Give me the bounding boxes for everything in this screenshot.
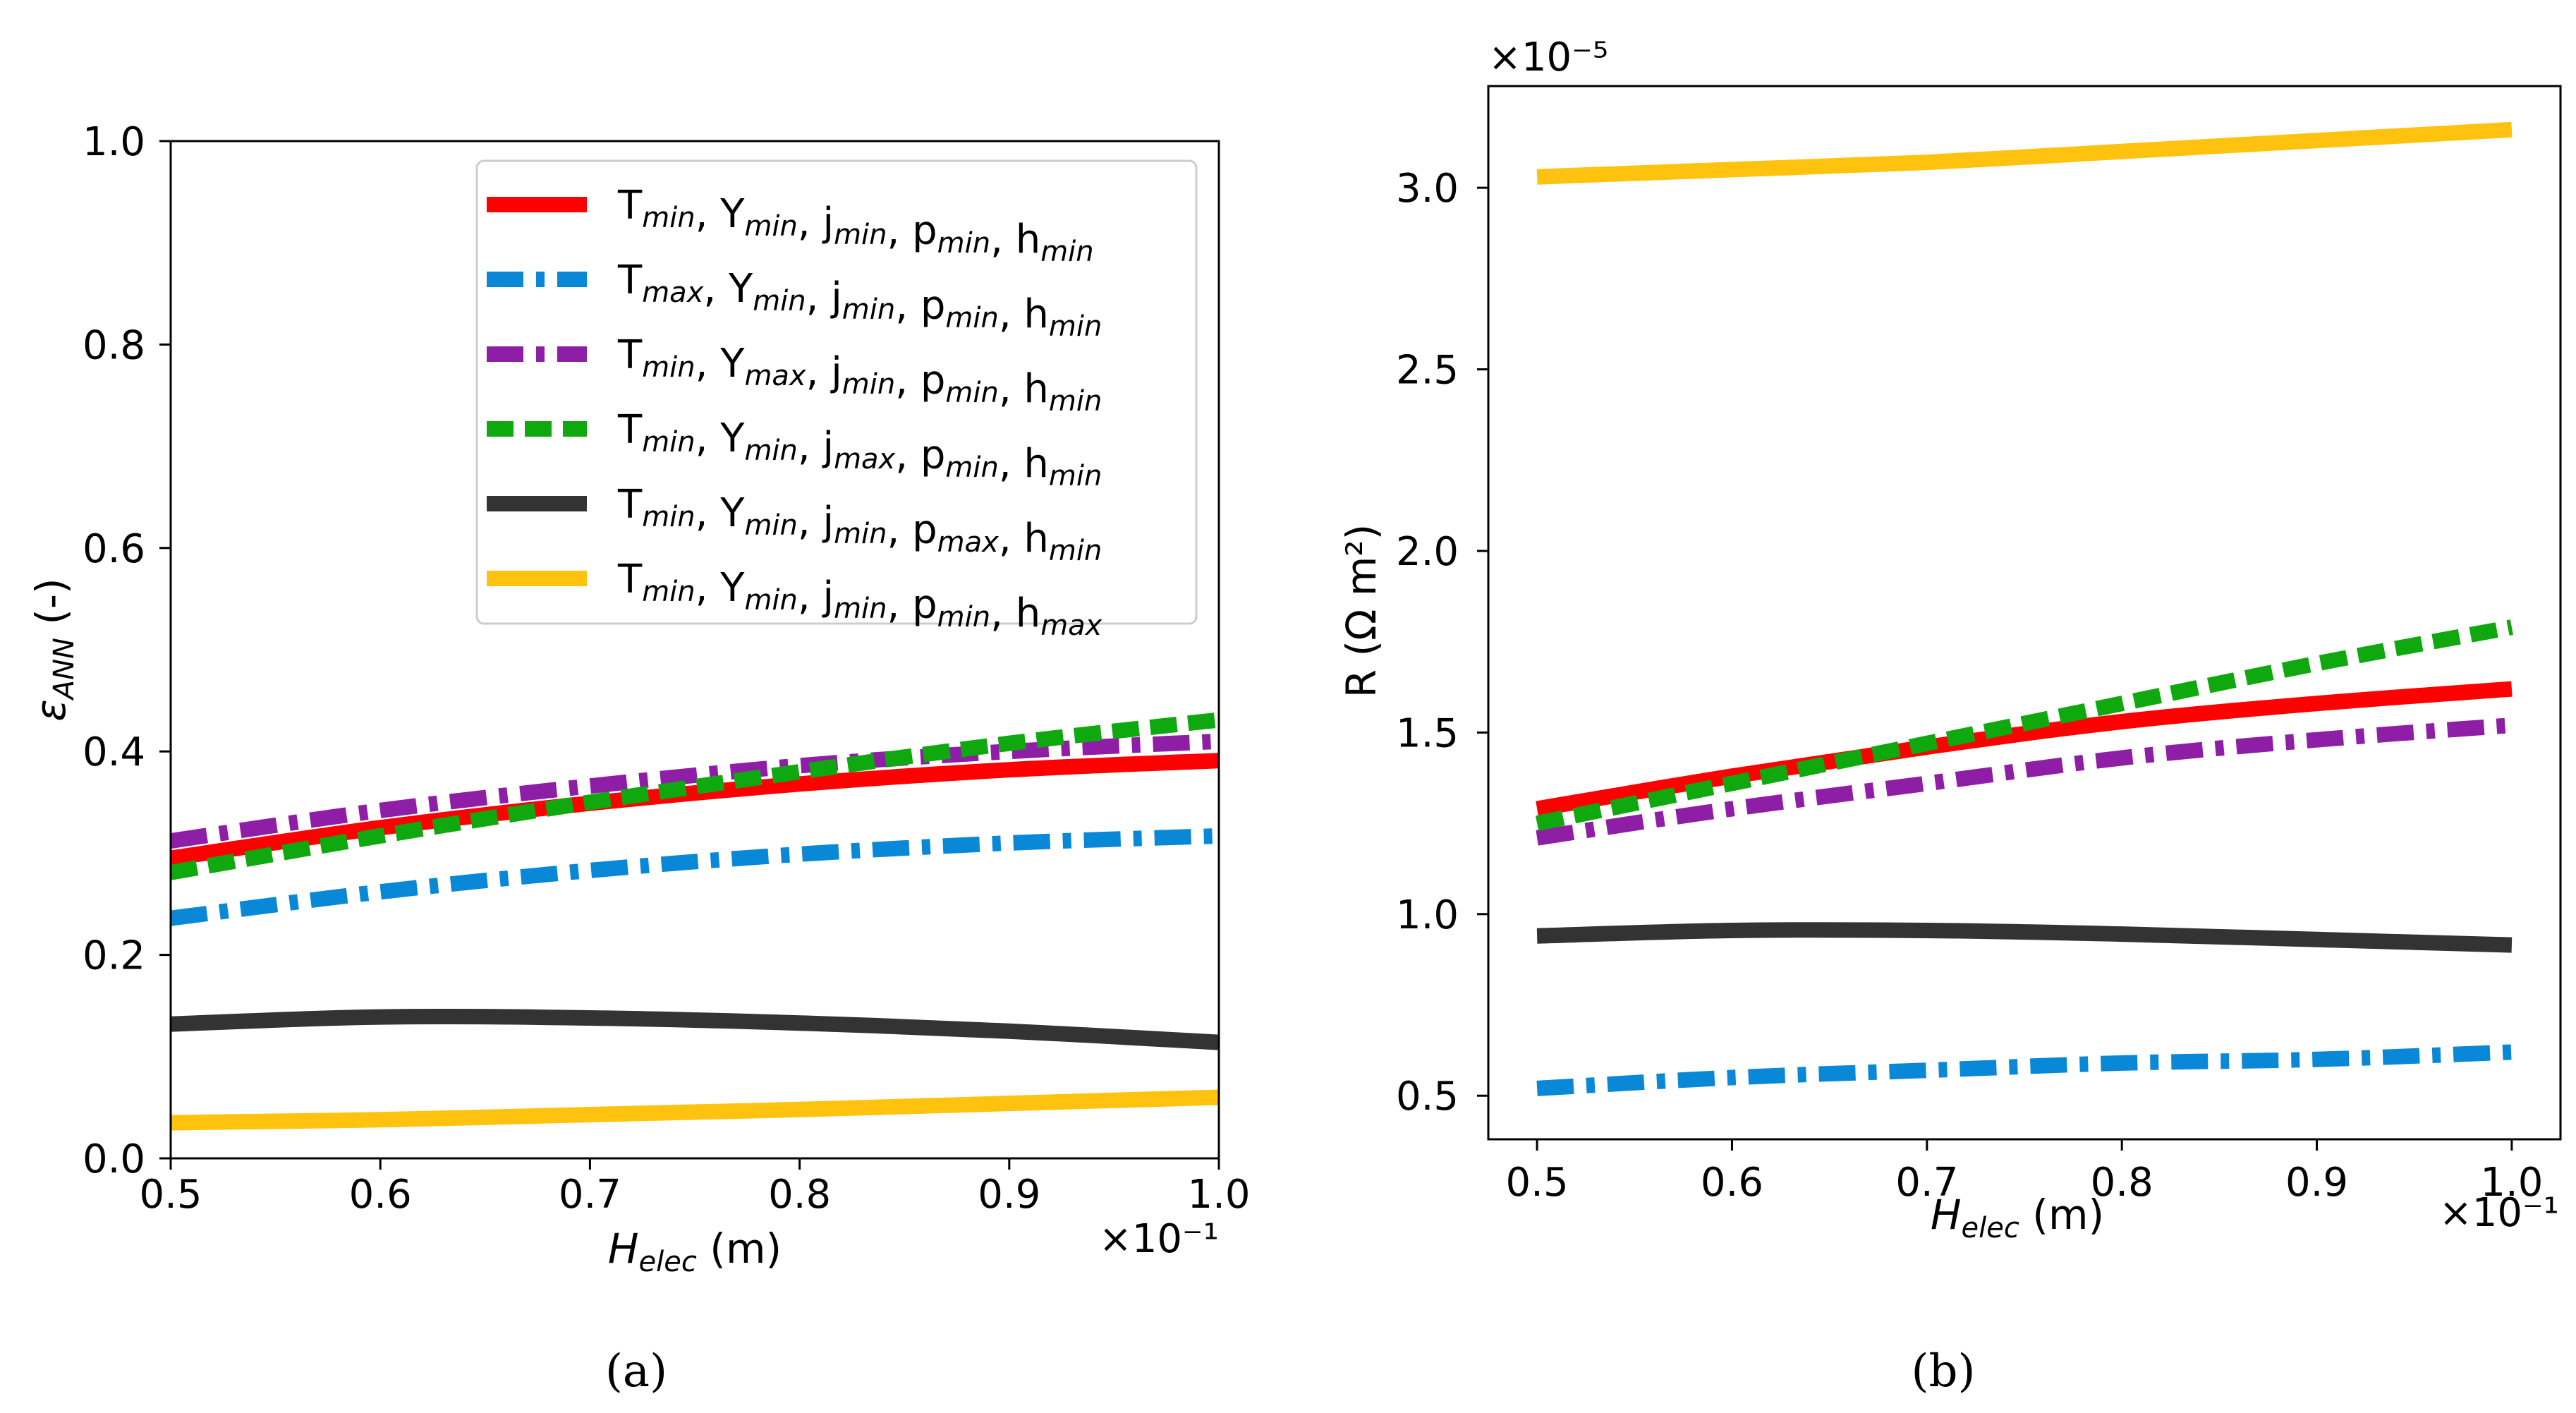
legend-label-1: Tmin, Ymin, jmin, pmin, hmin [617,183,1094,268]
series-line-b-3 [1536,717,2513,846]
legend-label-6: Tmin, Ymin, jmin, pmin, hmax [617,557,1102,642]
series-line-b-4 [1535,619,2513,831]
legend-label-5: Tmin, Ymin, jmin, pmax, hmin [617,482,1102,567]
x-multiplier-b: ×10⁻¹ [2439,1190,2559,1236]
y-axis-label-a: εANN (-) [27,578,80,721]
plot-frame-a [169,140,1220,1160]
caption-b: (b) [1912,1345,1976,1397]
y-axis-label-b: R (Ω m²) [1337,524,1385,698]
series-line-a-6 [170,1089,1220,1131]
y-tick-label-b-5: 3.0 [1396,166,1459,212]
y-tick-label-a-4: 0.8 [83,322,145,368]
plot-frame-b [1487,85,2562,1141]
y-tick-label-b-1: 1.0 [1396,892,1459,938]
y-tick-label-a-0: 0.0 [83,1136,145,1182]
series-line-a-1 [169,753,1220,866]
y-tick-label-b-4: 2.5 [1396,348,1459,394]
ticks-layer-a: 0.5 0.6 0.7 0.8 0.9 1.0 0.0 0.2 0.4 0.6 0.8 1.0 [83,119,1251,1218]
x-tick-label-a-4: 0.9 [978,1172,1040,1218]
y-multiplier-b: ×10⁻⁵ [1488,35,1608,80]
chart-panel-a: 0.5 0.6 0.7 0.8 0.9 1.0 0.0 0.2 0.4 0.6 0.8 1.0 Hel… [27,119,1251,1397]
series-line-a-3 [169,733,1220,849]
y-tick-label-a-2: 0.4 [83,729,145,775]
legend-label-4: Tmin, Ymin, jmax, pmin, hmin [617,407,1102,492]
series-layer-b [1535,121,2513,1096]
x-multiplier-a: ×10⁻¹ [1099,1216,1219,1262]
y-tick-label-a-5: 1.0 [83,119,145,165]
x-tick-label-a-1: 0.6 [349,1172,412,1218]
x-tick-label-b-1: 0.6 [1701,1160,1763,1206]
x-tick-label-a-0: 0.5 [139,1172,202,1218]
y-tick-label-b-0: 0.5 [1396,1074,1459,1120]
chart-panel-b: 0.5 0.6 0.7 0.8 0.9 1.0 0.5 1.0 1.5 2.0 2.5 3.0 Hel… [1337,35,2562,1397]
x-tick-label-a-5: 1.0 [1187,1172,1250,1218]
series-line-b-1 [1536,681,2513,817]
x-tick-label-a-2: 0.7 [559,1172,621,1218]
y-tick-label-b-2: 1.5 [1396,710,1459,756]
x-tick-label-b-4: 0.9 [2285,1160,2348,1206]
series-line-b-6 [1536,121,2513,185]
caption-a: (a) [605,1345,667,1397]
x-axis-label-b: Helec (m) [1931,1191,2104,1244]
series-line-b-5 [1536,922,2513,953]
x-tick-label-b-0: 0.5 [1506,1160,1569,1206]
ticks-layer-b: 0.5 0.6 0.7 0.8 0.9 1.0 0.5 1.0 1.5 2.0 2.5 3.0 [1396,166,2544,1206]
x-tick-label-b-2: 0.7 [1895,1160,1958,1206]
x-tick-label-a-3: 0.8 [768,1172,831,1218]
x-tick-label-b-5: 1.0 [2480,1160,2543,1206]
y-tick-label-b-3: 2.0 [1396,529,1459,575]
series-line-b-2 [1536,1044,2513,1096]
series-layer-a [169,712,1220,1131]
series-line-a-4 [169,712,1220,880]
legend-frame [475,159,1198,625]
y-tick-label-a-3: 0.6 [83,526,145,572]
series-line-a-5 [170,1008,1220,1050]
legend-label-2: Tmax, Ymin, jmin, pmin, hmin [617,257,1102,343]
x-axis-label-a: Helec (m) [608,1225,782,1278]
legend-label-3: Tmin, Ymax, jmin, pmin, hmin [617,332,1102,418]
y-tick-label-a-1: 0.2 [83,933,145,979]
x-tick-label-b-3: 0.8 [2091,1160,2153,1206]
series-line-a-2 [169,827,1220,926]
